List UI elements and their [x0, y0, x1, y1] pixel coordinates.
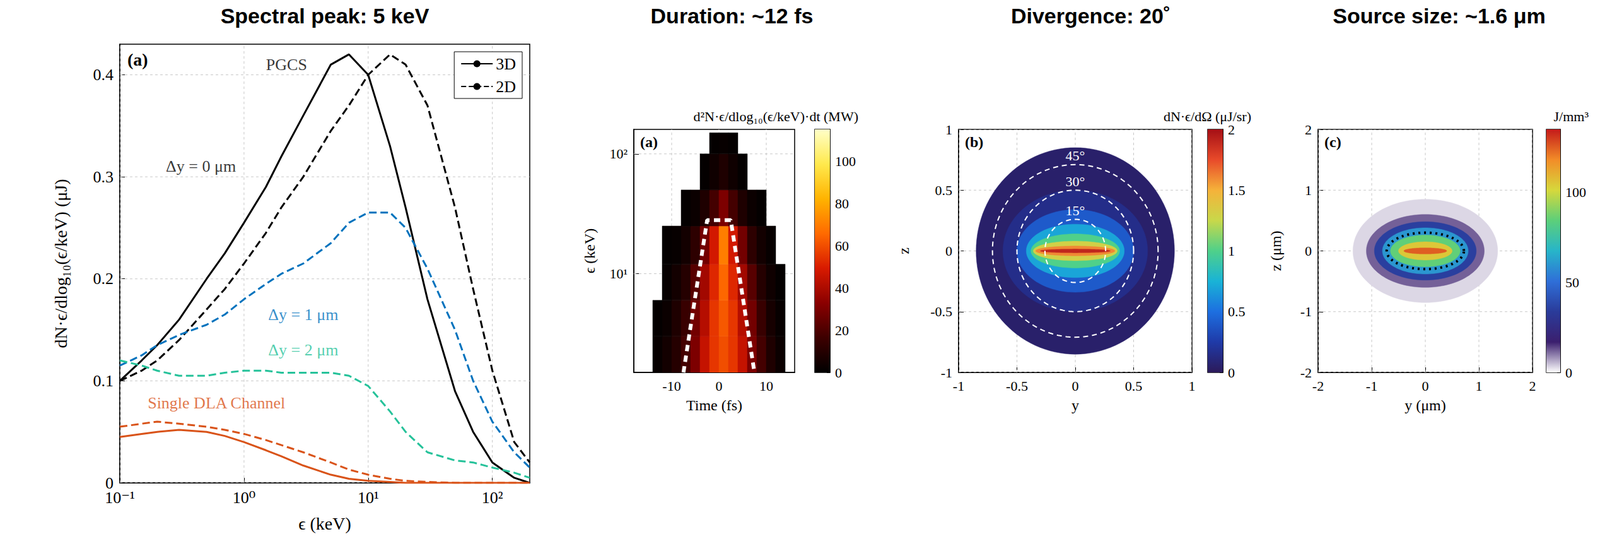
- svg-text:10¹: 10¹: [357, 488, 380, 507]
- svg-text:10²: 10²: [609, 145, 628, 162]
- svg-text:1: 1: [1188, 377, 1196, 394]
- svg-text:-2: -2: [1312, 377, 1324, 394]
- svg-text:(a): (a): [640, 133, 658, 151]
- svg-text:dN·ϵ/dlog₁₀(ϵ/keV) (μJ): dN·ϵ/dlog₁₀(ϵ/keV) (μJ): [51, 179, 71, 349]
- svg-text:-2: -2: [1300, 364, 1312, 381]
- svg-text:1: 1: [1475, 377, 1483, 394]
- svg-text:0: 0: [1304, 242, 1312, 259]
- svg-text:0.5: 0.5: [1227, 303, 1246, 320]
- svg-text:80: 80: [835, 195, 849, 212]
- svg-text:0.5: 0.5: [1125, 377, 1143, 394]
- svg-text:0: 0: [835, 364, 842, 381]
- svg-text:-1: -1: [940, 364, 953, 381]
- svg-text:(c): (c): [1324, 133, 1342, 151]
- svg-text:2: 2: [1304, 121, 1312, 138]
- svg-text:50: 50: [1565, 274, 1580, 291]
- svg-text:1.5: 1.5: [1227, 182, 1246, 199]
- svg-text:0.2: 0.2: [93, 269, 115, 288]
- svg-text:Divergence: 20˚: Divergence: 20˚: [1010, 3, 1171, 28]
- svg-text:10: 10: [759, 377, 774, 394]
- svg-text:-1: -1: [1366, 377, 1378, 394]
- svg-text:0.3: 0.3: [93, 167, 115, 187]
- svg-text:20: 20: [835, 322, 849, 339]
- svg-text:-1: -1: [952, 377, 965, 394]
- svg-text:10⁰: 10⁰: [232, 488, 256, 507]
- svg-text:2: 2: [1529, 377, 1537, 394]
- svg-text:z (μm): z (μm): [1267, 230, 1285, 271]
- svg-text:dN·ϵ/dΩ (μJ/sr): dN·ϵ/dΩ (μJ/sr): [1163, 108, 1252, 125]
- svg-text:0.1: 0.1: [93, 371, 115, 390]
- svg-text:3D: 3D: [495, 54, 516, 74]
- svg-text:J/mm³: J/mm³: [1553, 108, 1590, 125]
- svg-text:PGCS: PGCS: [266, 55, 308, 74]
- svg-text:60: 60: [835, 237, 849, 254]
- svg-text:30°: 30°: [1065, 173, 1086, 190]
- svg-text:10⁻¹: 10⁻¹: [104, 488, 135, 507]
- svg-text:15°: 15°: [1065, 202, 1086, 219]
- svg-text:0: 0: [1227, 364, 1235, 381]
- svg-text:0: 0: [715, 377, 723, 394]
- svg-text:-10: -10: [662, 377, 681, 394]
- svg-text:10¹: 10¹: [609, 265, 628, 282]
- svg-text:0.4: 0.4: [93, 65, 115, 84]
- svg-text:10²: 10²: [481, 488, 504, 507]
- svg-text:40: 40: [835, 280, 849, 296]
- svg-text:ϵ (keV): ϵ (keV): [581, 228, 598, 274]
- svg-text:Duration: ~12 fs: Duration: ~12 fs: [650, 3, 814, 28]
- svg-text:1: 1: [1304, 182, 1312, 199]
- svg-text:0: 0: [1422, 377, 1430, 394]
- svg-text:2: 2: [1227, 121, 1235, 138]
- svg-text:ϵ (keV): ϵ (keV): [298, 513, 352, 533]
- svg-text:0.5: 0.5: [935, 182, 953, 199]
- svg-text:Time (fs): Time (fs): [686, 396, 743, 414]
- svg-text:1: 1: [1227, 242, 1235, 259]
- svg-text:100: 100: [1565, 184, 1587, 200]
- svg-text:z: z: [895, 247, 912, 255]
- svg-text:(a): (a): [127, 49, 149, 70]
- svg-text:(b): (b): [964, 133, 984, 151]
- svg-text:y: y: [1071, 396, 1080, 414]
- svg-text:-0.5: -0.5: [1005, 377, 1028, 394]
- svg-text:y (μm): y (μm): [1404, 396, 1447, 414]
- svg-text:-1: -1: [1300, 303, 1312, 320]
- svg-text:100: 100: [835, 153, 856, 170]
- svg-text:Source size: ~1.6 μm: Source size: ~1.6 μm: [1332, 3, 1546, 28]
- svg-text:0: 0: [1565, 364, 1573, 381]
- svg-text:45°: 45°: [1065, 147, 1086, 164]
- svg-text:Δy = 1 μm: Δy = 1 μm: [268, 305, 339, 324]
- svg-text:Δy = 0 μm: Δy = 0 μm: [165, 157, 236, 176]
- svg-text:0: 0: [1072, 377, 1080, 394]
- svg-text:0: 0: [105, 473, 114, 492]
- svg-text:-0.5: -0.5: [930, 303, 953, 320]
- svg-text:0: 0: [945, 242, 953, 259]
- svg-text:Δy = 2 μm: Δy = 2 μm: [268, 340, 339, 359]
- svg-text:Single DLA Channel: Single DLA Channel: [147, 393, 286, 412]
- svg-text:2D: 2D: [495, 77, 516, 96]
- svg-text:d²N·ϵ/dlog₁₀(ϵ/keV)·dt (MW): d²N·ϵ/dlog₁₀(ϵ/keV)·dt (MW): [693, 108, 859, 125]
- svg-text:Spectral peak: 5 keV: Spectral peak: 5 keV: [220, 3, 430, 28]
- svg-text:1: 1: [945, 121, 953, 138]
